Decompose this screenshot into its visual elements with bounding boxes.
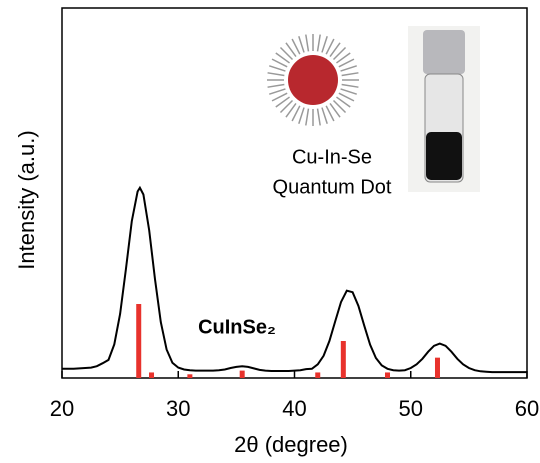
chart: Cu-In-Se Quantum Dot CuInSe₂ 2θ (degree)… — [0, 0, 540, 463]
annotation: Cu-In-Se — [292, 146, 372, 168]
icon-ray — [306, 109, 309, 126]
icon-dot — [288, 55, 338, 105]
reference-peak — [341, 341, 346, 378]
reference-peak — [315, 372, 320, 378]
reference-peak — [149, 372, 154, 378]
x-tick-label: 60 — [515, 396, 539, 421]
x-tick-label: 50 — [399, 396, 423, 421]
reference-peak — [435, 358, 440, 378]
x-axis-label: 2θ (degree) — [234, 432, 348, 457]
icon-ray — [318, 109, 321, 126]
icon-ray — [341, 66, 357, 71]
x-tick-label: 20 — [50, 396, 74, 421]
icon-ray — [299, 108, 304, 124]
reference-peak — [187, 374, 192, 378]
quantum-dot-icon — [267, 34, 359, 126]
vial-cap — [423, 30, 465, 74]
icon-ray — [306, 35, 309, 52]
icon-ray — [269, 89, 285, 94]
icon-ray — [268, 85, 285, 88]
x-tick-label: 40 — [282, 396, 306, 421]
x-tick-label: 30 — [166, 396, 190, 421]
icon-ray — [318, 35, 321, 52]
icon-ray — [299, 36, 304, 52]
icon-ray — [269, 66, 285, 71]
icon-ray — [322, 108, 327, 124]
vial-liquid — [426, 132, 462, 180]
icon-ray — [322, 36, 327, 52]
annotation: Quantum Dot — [273, 176, 392, 198]
icon-ray — [268, 73, 285, 76]
y-axis-label: Intensity (a.u.) — [14, 130, 39, 269]
reference-label: CuInSe₂ — [198, 316, 276, 338]
icon-ray — [341, 89, 357, 94]
reference-peak — [240, 371, 245, 378]
icon-ray — [342, 73, 359, 76]
xrd-line — [62, 188, 527, 372]
reference-peak — [136, 304, 141, 378]
icon-ray — [342, 85, 359, 88]
reference-peak — [385, 372, 390, 378]
vial-photo — [408, 26, 480, 192]
